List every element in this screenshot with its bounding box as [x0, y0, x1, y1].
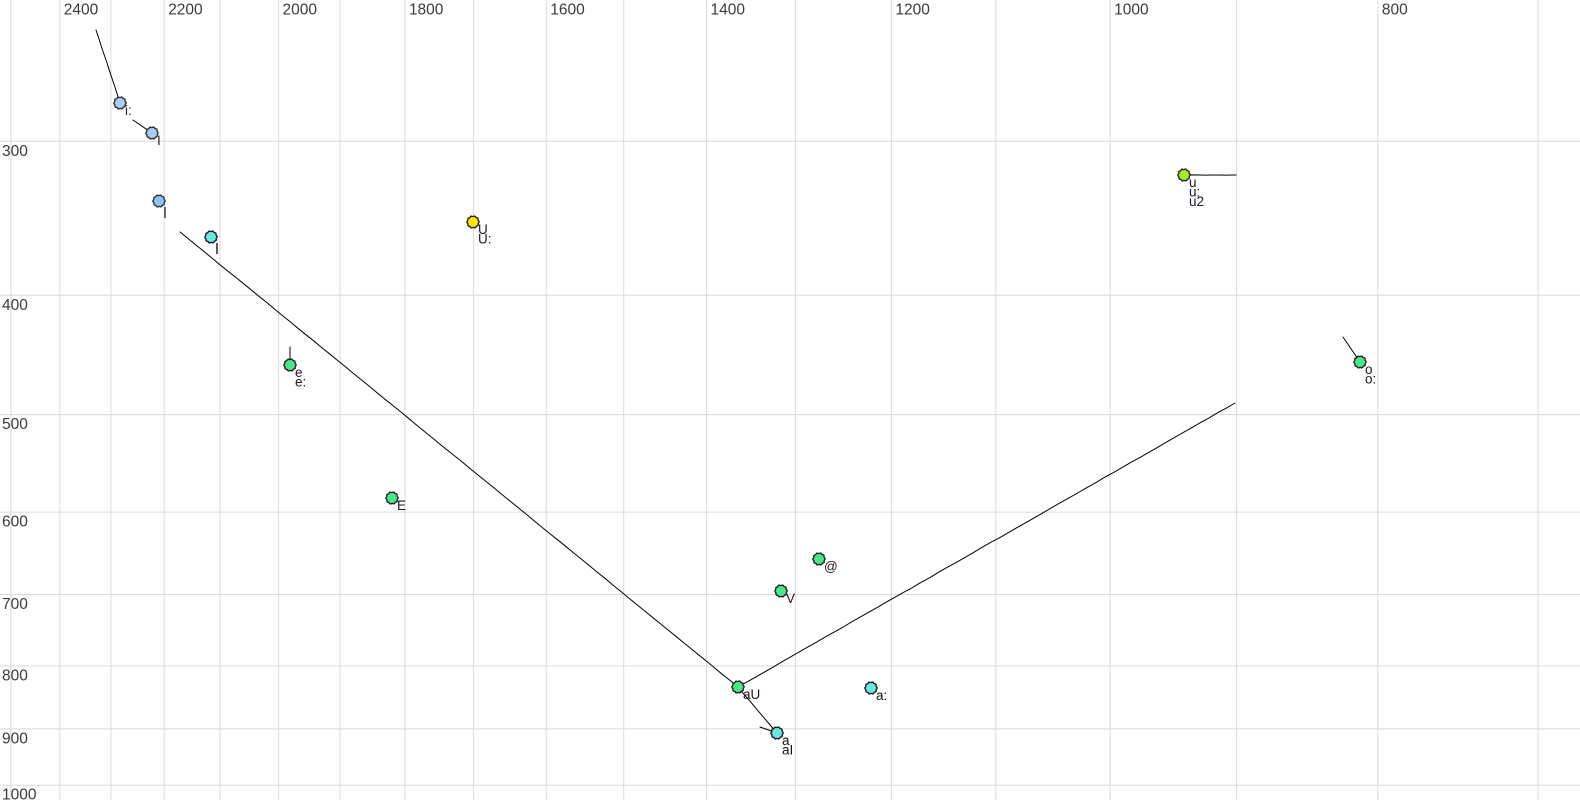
svg-text:e:: e: — [295, 375, 306, 390]
svg-text:400: 400 — [2, 297, 28, 314]
svg-text:E: E — [397, 498, 406, 513]
svg-text:2200: 2200 — [168, 2, 203, 19]
svg-text:V: V — [786, 591, 795, 606]
svg-text:800: 800 — [2, 667, 28, 684]
svg-text:800: 800 — [1382, 2, 1408, 19]
svg-text:1400: 1400 — [710, 2, 745, 19]
svg-text:700: 700 — [2, 596, 28, 613]
svg-text:aI: aI — [782, 743, 793, 758]
svg-text:o:: o: — [1365, 372, 1376, 387]
svg-text:u2: u2 — [1189, 194, 1204, 209]
svg-text:I: I — [157, 133, 161, 148]
svg-text:aU: aU — [743, 687, 760, 702]
svg-text:2400: 2400 — [64, 2, 99, 19]
svg-text:1800: 1800 — [409, 2, 444, 19]
svg-text:300: 300 — [2, 143, 28, 160]
svg-text:1200: 1200 — [895, 2, 930, 19]
svg-text:900: 900 — [2, 730, 28, 747]
svg-text:a:: a: — [876, 688, 887, 703]
svg-text:1600: 1600 — [550, 2, 585, 19]
svg-text:600: 600 — [2, 514, 28, 531]
svg-text:1000: 1000 — [2, 787, 37, 800]
svg-text:U:: U: — [478, 232, 492, 247]
svg-text:500: 500 — [2, 416, 28, 433]
svg-text:2000: 2000 — [283, 2, 318, 19]
svg-text:i:: i: — [125, 103, 132, 118]
svg-text:1000: 1000 — [1114, 2, 1149, 19]
svg-text:@: @ — [824, 559, 838, 574]
